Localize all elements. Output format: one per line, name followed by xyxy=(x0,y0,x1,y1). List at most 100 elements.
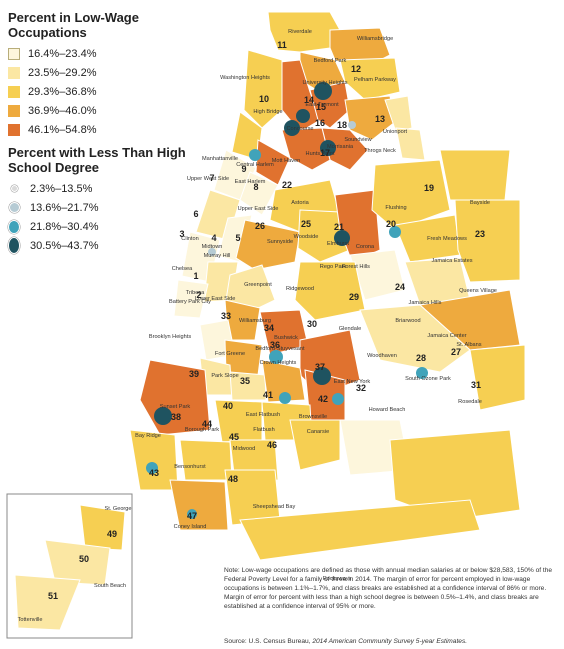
place-label: Corona xyxy=(356,244,375,250)
dot-16 xyxy=(284,120,300,136)
district-number: 4 xyxy=(211,233,216,243)
district-number: 15 xyxy=(316,102,326,112)
place-label: Soundview xyxy=(344,137,372,143)
district-number: 31 xyxy=(471,380,481,390)
rockaways xyxy=(239,419,521,561)
place-label: Briarwood xyxy=(395,318,420,324)
place-label: Bay Ridge xyxy=(135,433,161,439)
legend-low-wage-title: Percent in Low-Wage Occupations xyxy=(8,10,139,40)
district-number: 1 xyxy=(193,271,198,281)
legend-row: 29.3%–36.8% xyxy=(8,82,188,101)
place-label: Battery Park City xyxy=(169,299,211,305)
swatch xyxy=(8,47,20,60)
place-label: Fresh Meadows xyxy=(427,236,467,242)
district-number: 30 xyxy=(307,319,317,329)
legend-row: 2.3%–13.5% xyxy=(8,179,188,198)
place-label: East New York xyxy=(334,379,371,385)
place-label: Murray Hill xyxy=(204,253,231,259)
legend-label: 23.5%–29.2% xyxy=(28,66,97,79)
district-number: 2 xyxy=(196,290,201,300)
place-label: East Flatbush xyxy=(246,412,280,418)
district-number: 27 xyxy=(451,347,461,357)
place-label: University Heights xyxy=(302,80,347,86)
district-number: 21 xyxy=(334,222,344,232)
legend-row: 46.1%–54.8% xyxy=(8,120,188,139)
place-label: Astoria xyxy=(291,200,309,206)
legend-row: 21.8%–30.4% xyxy=(8,217,188,236)
place-label: South Ozone Park xyxy=(405,376,451,382)
place-label: Clinton xyxy=(181,236,198,242)
district-number: 14 xyxy=(304,95,314,105)
legend-label: 13.6%–21.7% xyxy=(30,201,99,214)
place-label: Woodhaven xyxy=(367,353,397,359)
district-number: 10 xyxy=(259,94,269,104)
place-label: Park Slope xyxy=(211,373,238,379)
hs-degree-dots xyxy=(146,82,428,519)
source-title: 2014 American Community Survey 5-year Es… xyxy=(312,638,468,645)
place-label: Lower East Side xyxy=(195,296,236,302)
dot-15 xyxy=(314,82,332,100)
district-number: 18 xyxy=(337,120,347,130)
legend-label: 46.1%–54.8% xyxy=(28,123,97,136)
district-number: 34 xyxy=(264,323,274,333)
staten-island-inset xyxy=(6,493,133,639)
queens xyxy=(235,149,526,411)
district-number: 44 xyxy=(202,419,212,429)
map-note: Note: Low-wage occupations are defined a… xyxy=(224,567,553,610)
district-number: 39 xyxy=(189,369,199,379)
place-label: Flatbush xyxy=(253,427,274,433)
legend-label: 16.4%–23.4% xyxy=(28,47,97,60)
district-number: 48 xyxy=(228,474,238,484)
legend: Percent in Low-Wage Occupations 16.4%–23… xyxy=(8,10,188,255)
district-number: 32 xyxy=(356,383,366,393)
district-number: 45 xyxy=(229,432,239,442)
dot-42 xyxy=(332,393,344,405)
brooklyn xyxy=(129,264,361,531)
district-number: 6 xyxy=(193,209,198,219)
dot-43 xyxy=(146,462,158,474)
place-label: Ridgewood xyxy=(286,286,314,292)
place-label: Tottenville xyxy=(18,617,43,623)
place-label: Williamsbridge xyxy=(357,36,393,42)
place-label: Morrisania xyxy=(327,144,354,150)
dot-20 xyxy=(389,226,401,238)
swatch xyxy=(8,123,20,136)
place-label: Hunts Point xyxy=(306,151,335,157)
district-number: 24 xyxy=(395,282,405,292)
place-label: Flushing xyxy=(385,205,406,211)
legend-row: 30.5%–43.7% xyxy=(8,236,188,255)
place-label: Chelsea xyxy=(172,266,193,272)
source-prefix: Source: U.S. Census Bureau, xyxy=(224,638,313,645)
district-number: 50 xyxy=(79,554,89,564)
place-label: Howard Beach xyxy=(369,407,406,413)
place-label: Unionport xyxy=(383,129,408,135)
place-label: Upper West Side xyxy=(187,176,229,182)
place-label: Rego Park xyxy=(320,264,347,270)
dot-4 xyxy=(208,248,216,256)
district-number: 26 xyxy=(255,221,265,231)
legend-label: 36.9%–46.0% xyxy=(28,104,97,117)
legend-hs-title: Percent with Less Than High School Degre… xyxy=(8,145,186,175)
place-label: Upper East Side xyxy=(238,206,279,212)
place-label: Jamaica Estates xyxy=(431,258,472,264)
dot-37 xyxy=(313,367,331,385)
place-label: Canarsie xyxy=(307,429,329,435)
district-number: 17 xyxy=(320,148,330,158)
district-number: 40 xyxy=(223,401,233,411)
legend-row: 16.4%–23.4% xyxy=(8,44,188,63)
district-number: 49 xyxy=(107,529,117,539)
district-number: 36 xyxy=(270,340,280,350)
district-number: 47 xyxy=(187,511,197,521)
dot-18 xyxy=(348,121,356,129)
district-number: 12 xyxy=(351,64,361,74)
dot-28 xyxy=(416,367,428,379)
place-label: Williamsburg xyxy=(239,318,271,324)
place-label: Brownsville xyxy=(299,414,327,420)
district-number: 9 xyxy=(241,164,246,174)
district-number: 35 xyxy=(240,376,250,386)
dot-9 xyxy=(249,149,261,161)
district-number: 43 xyxy=(149,468,159,478)
place-label: Bayside xyxy=(470,200,490,206)
place-label: Crown Heights xyxy=(260,360,297,366)
